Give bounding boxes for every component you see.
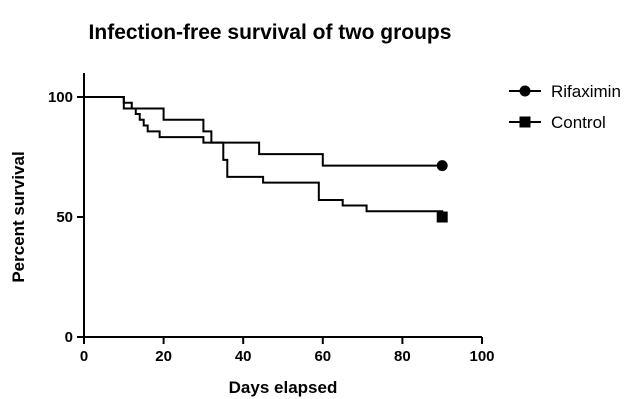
y-axis-label: Percent survival: [9, 151, 28, 282]
control-survival-line: [84, 96, 444, 217]
x-tick-label: 40: [235, 348, 252, 365]
axes: 0 20 40 60 80 100 0 50 100: [48, 73, 495, 365]
x-tick-label: 60: [314, 348, 331, 365]
y-tick-label: 100: [48, 89, 73, 106]
legend-label: Rifaximin: [551, 82, 621, 101]
legend-label: Control: [551, 113, 606, 132]
x-tick-label: 0: [80, 348, 88, 365]
y-tick-label: 0: [65, 329, 73, 346]
series-layer: [84, 96, 448, 223]
control-series: [84, 96, 448, 223]
legend-item-control: Control: [509, 113, 606, 132]
y-tick-label: 50: [56, 209, 73, 226]
legend-marker: [519, 85, 531, 97]
x-tick-label: 100: [469, 348, 494, 365]
chart-title: Infection-free survival of two groups: [89, 21, 452, 44]
legend-item-rifaximin: Rifaximin: [509, 82, 621, 101]
x-tick-label: 80: [394, 348, 411, 365]
x-axis-label: Days elapsed: [229, 378, 338, 397]
x-tick-label: 20: [155, 348, 172, 365]
legend-marker: [519, 116, 531, 128]
rifaximin-series: [84, 96, 448, 172]
control-end-marker: [436, 211, 448, 223]
rifaximin-survival-line: [84, 96, 443, 167]
rifaximin-end-marker: [436, 160, 448, 172]
legend: Rifaximin Control: [509, 82, 621, 132]
